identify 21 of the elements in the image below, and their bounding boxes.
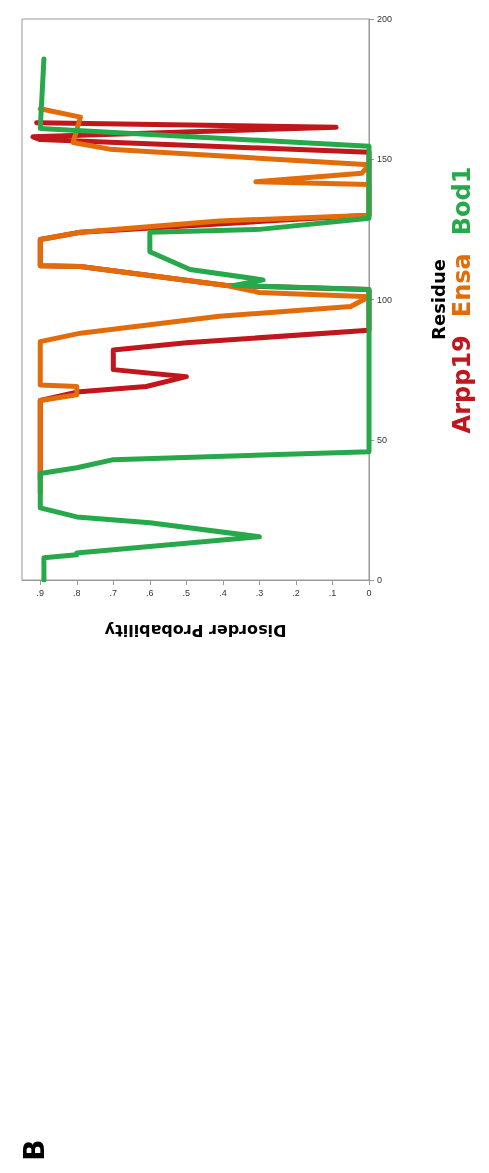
y-tick-label: 0 xyxy=(377,575,383,585)
y-tick-label: 100 xyxy=(377,294,393,305)
x-axis-title: Disorder Probability xyxy=(104,620,287,640)
text: Arpp19 xyxy=(448,335,476,434)
text: Ensa xyxy=(448,253,476,318)
x-tick-label: .6 xyxy=(146,587,154,598)
x-tick-label: 0 xyxy=(366,587,372,598)
x-tick-label: .3 xyxy=(255,587,264,598)
x-tick-label: .7 xyxy=(109,587,118,598)
x-tick-label: .1 xyxy=(328,587,337,598)
x-tick-label: .8 xyxy=(73,587,81,598)
x-tick-label: .4 xyxy=(219,587,227,598)
y-tick-label: 50 xyxy=(377,434,388,445)
x-tick-label: .2 xyxy=(292,587,300,598)
x-tick-label: .9 xyxy=(36,587,45,598)
x-tick-label: .5 xyxy=(182,587,191,598)
y-axis-title: Residue xyxy=(427,259,449,340)
text: Bod1 xyxy=(448,166,476,236)
y-tick-label: 200 xyxy=(377,14,393,24)
y-tick-label: 150 xyxy=(377,154,393,165)
text: B xyxy=(17,1139,51,1161)
